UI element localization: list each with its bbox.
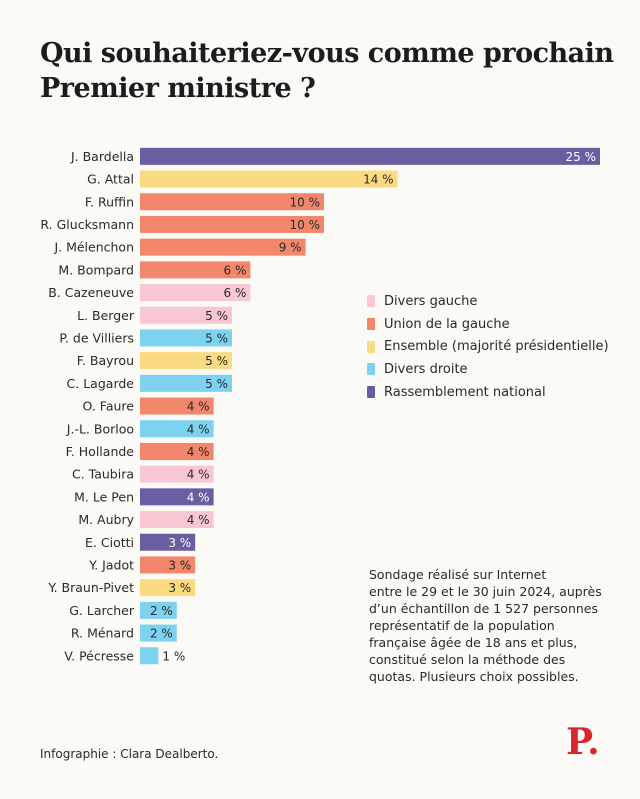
category-label: J. Bardella [70, 149, 134, 164]
value-label: 6 % [224, 263, 247, 277]
bar [140, 352, 232, 370]
category-label: J. Mélenchon [53, 240, 134, 255]
bar [140, 284, 251, 302]
legend-item-divers-gauche: Divers gauche [367, 290, 609, 313]
value-label: 4 % [187, 513, 210, 527]
category-label: P. de Villiers [59, 330, 134, 345]
note-line: entre le 29 et le 30 juin 2024, auprès [369, 584, 602, 599]
category-label: M. Le Pen [74, 489, 134, 504]
legend-label: Union de la gauche [384, 316, 510, 332]
bar [140, 533, 196, 551]
legend-label: Divers droite [384, 361, 468, 377]
category-label: Y. Jadot [88, 557, 134, 572]
value-label: 10 % [290, 195, 321, 209]
bar [140, 488, 214, 506]
bar [140, 556, 196, 574]
category-label: C. Lagarde [67, 376, 135, 391]
bar [140, 261, 251, 279]
category-label: F. Hollande [66, 444, 135, 459]
note-line: constitué selon la méthode des [369, 652, 566, 667]
category-label: L. Berger [77, 308, 135, 323]
bar [140, 511, 214, 529]
bar [140, 306, 232, 324]
note-line: Sondage réalisé sur Internet [369, 567, 547, 582]
note-line: d’un échantillon de 1 527 personnes [369, 601, 598, 616]
value-label: 4 % [187, 422, 210, 436]
chart-title: Qui souhaiteriez-vous comme prochain Pre… [40, 36, 620, 106]
legend-swatch [367, 295, 375, 308]
note-line: représentatif de la population [369, 618, 555, 633]
value-label: 5 % [205, 377, 228, 391]
category-label: O. Faure [83, 399, 135, 414]
value-label: 1 % [162, 649, 185, 663]
bar [140, 170, 398, 188]
survey-note: Sondage réalisé sur Internet entre le 29… [369, 566, 609, 685]
bar [140, 442, 214, 460]
legend-item-ensemble: Ensemble (majorité présidentielle) [367, 335, 609, 358]
bar [140, 238, 306, 256]
bar [140, 579, 196, 597]
bar [140, 647, 159, 665]
value-label: 4 % [187, 490, 210, 504]
category-label: V. Pécresse [64, 648, 134, 663]
legend-label: Rassemblement national [384, 384, 546, 400]
value-label: 4 % [187, 468, 210, 482]
value-label: 4 % [187, 400, 210, 414]
value-label: 3 % [168, 581, 191, 595]
category-label: B. Cazeneuve [48, 285, 134, 300]
value-label: 5 % [205, 354, 228, 368]
bar-chart: J. Bardella 25 % G. Attal 14 % F. Ruffin 10 %… [40, 147, 600, 665]
bar [140, 147, 600, 165]
category-label: G. Larcher [69, 603, 135, 618]
category-label: F. Ruffin [85, 194, 134, 209]
value-label: 5 % [205, 331, 228, 345]
legend-item-rassemblement-national: Rassemblement national [367, 381, 609, 404]
legend-item-union-gauche: Union de la gauche [367, 313, 609, 336]
category-label: C. Taubira [72, 467, 134, 482]
legend-label: Divers gauche [384, 293, 478, 309]
value-label: 5 % [205, 309, 228, 323]
note-line: française âgée de 18 ans et plus, [369, 635, 578, 650]
publisher-logo: P. [566, 721, 600, 763]
value-label: 9 % [279, 241, 302, 255]
legend-swatch [367, 363, 375, 376]
bar [140, 624, 177, 642]
value-label: 14 % [363, 173, 394, 187]
bar [140, 397, 214, 415]
value-label: 2 % [150, 604, 173, 618]
value-label: 25 % [566, 150, 597, 164]
bar [140, 465, 214, 483]
value-label: 3 % [168, 536, 191, 550]
bar [140, 374, 232, 392]
category-label: Y. Braun-Pivet [47, 580, 134, 595]
category-label: E. Ciotti [85, 535, 134, 550]
legend-swatch [367, 340, 375, 353]
category-label: M. Aubry [78, 512, 134, 527]
legend-swatch [367, 386, 375, 399]
bar [140, 215, 324, 233]
value-label: 10 % [290, 218, 321, 232]
category-label: G. Attal [87, 172, 134, 187]
category-label: R. Ménard [71, 626, 134, 641]
legend-swatch [367, 318, 375, 331]
value-label: 6 % [224, 286, 247, 300]
bar [140, 420, 214, 438]
title-line-2: Premier ministre ? [40, 73, 316, 104]
category-label: M. Bompard [58, 262, 134, 277]
title-line-1: Qui souhaiteriez-vous comme prochain [40, 38, 614, 69]
legend: Divers gauche Union de la gauche Ensembl… [367, 290, 609, 403]
credit: Infographie : Clara Dealberto. [40, 747, 219, 761]
value-label: 3 % [168, 558, 191, 572]
legend-item-divers-droite: Divers droite [367, 358, 609, 381]
bar [140, 601, 177, 619]
note-line: quotas. Plusieurs choix possibles. [369, 669, 579, 684]
category-label: R. Glucksmann [40, 217, 134, 232]
bar [140, 193, 324, 211]
legend-label: Ensemble (majorité présidentielle) [384, 339, 609, 355]
value-label: 4 % [187, 445, 210, 459]
category-label: F. Bayrou [77, 353, 134, 368]
category-label: J.-L. Borloo [66, 421, 134, 436]
bar [140, 329, 232, 347]
value-label: 2 % [150, 627, 173, 641]
